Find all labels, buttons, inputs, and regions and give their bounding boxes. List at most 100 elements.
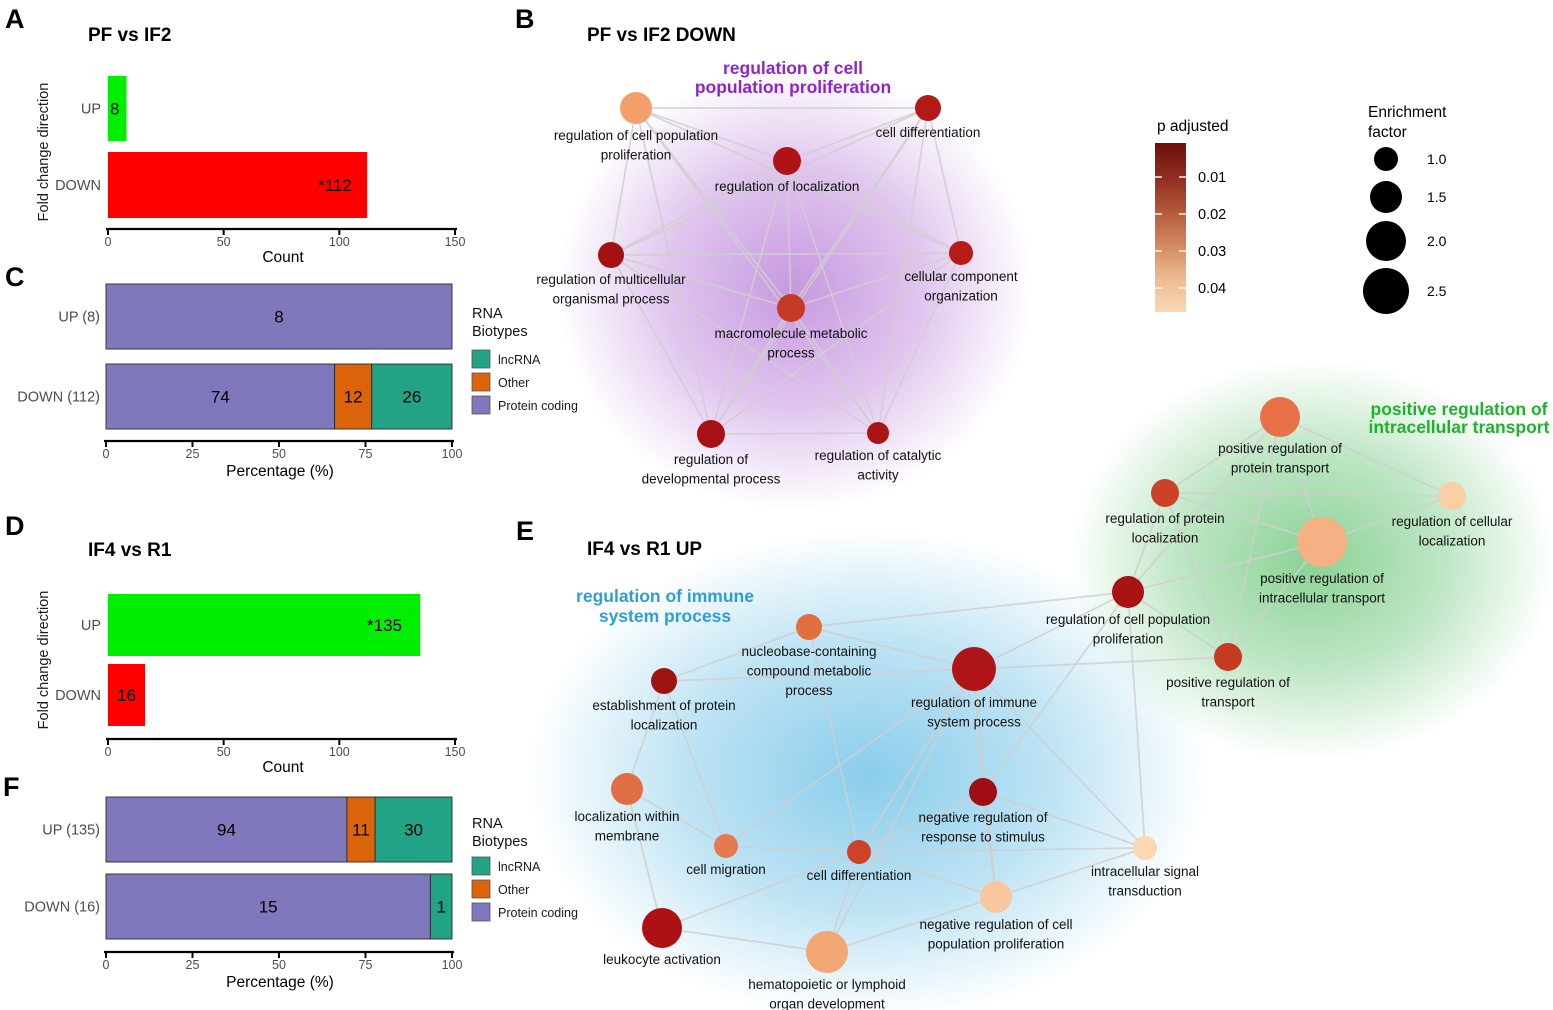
edge (710, 307, 792, 435)
edge (635, 107, 962, 254)
p-adjusted-title: p adjusted (1157, 118, 1229, 135)
node-label: cellular component (904, 269, 1018, 284)
x-tick-label: 150 (445, 745, 466, 759)
category-label: UP (135) (42, 823, 100, 839)
y-axis-label: Fold change direction (36, 83, 52, 222)
x-tick-label: 0 (105, 745, 112, 759)
node-regulation-of-developmental-process (697, 420, 725, 448)
node-label: regulation of multicellular (536, 272, 686, 287)
x-tick-label: 150 (445, 235, 466, 249)
node-regulation-of-multicellular-organismal-process (598, 242, 624, 268)
segment-protein-coding (105, 283, 453, 350)
node-label: positive regulation of (1218, 441, 1342, 456)
segment-value-label: 74 (211, 388, 230, 407)
purple-cluster-glow (557, 66, 1033, 510)
edge (927, 107, 962, 254)
segment-lncrna (371, 363, 453, 430)
node-label: localization (1132, 531, 1199, 546)
x-tick-label: 50 (217, 745, 231, 759)
bar-value-label: 8 (110, 100, 119, 119)
node-label: transport (1201, 695, 1255, 710)
legend-label-lncrna: lncRNA (498, 860, 541, 874)
edge (610, 160, 788, 256)
node-cell-differentiation (847, 840, 871, 864)
x-tick-label: 75 (359, 447, 373, 461)
edge (710, 432, 879, 435)
edge (1127, 591, 1229, 658)
edge (786, 160, 879, 434)
node-label: localization (631, 718, 698, 733)
enrichment-size-dot (1366, 221, 1406, 261)
edge (661, 851, 860, 929)
node-label: leukocyte activation (603, 952, 721, 967)
edge (663, 626, 810, 682)
node-establishment-of-protein-localization (651, 668, 677, 694)
legend-swatch-other (471, 879, 491, 899)
x-tick-label: 100 (442, 958, 463, 972)
bar-value-label: *135 (367, 616, 402, 635)
node-leukocyte-activation (642, 908, 682, 948)
node-nucleobase-containing-compound-metabolic-process (796, 614, 822, 640)
x-axis-title: Percentage (%) (226, 974, 334, 991)
x-tick-label: 50 (217, 235, 231, 249)
node-label: organization (924, 289, 998, 304)
x-tick-label: 0 (105, 235, 112, 249)
x-tick-label: 50 (272, 958, 286, 972)
segment-lncrna (374, 796, 453, 863)
edge (808, 591, 1129, 628)
edge (610, 107, 929, 256)
node-cell-differentiation (915, 95, 941, 121)
legend-label-protein-coding: Protein coding (498, 906, 578, 920)
edge (610, 254, 712, 435)
cluster-label: regulation of immune (576, 586, 754, 606)
node-label: regulation of cell population (554, 128, 718, 143)
x-tick-label: 25 (186, 958, 200, 972)
rna-biotypes-legend-title: RNA (472, 816, 503, 832)
x-tick-label: 0 (103, 447, 110, 461)
panel-c: UP (8) 8 DOWN (112) 74 12 26 0 25 50 75 100 Percent… (17, 283, 578, 480)
node-regulation-of-cellular-localization (1438, 482, 1466, 510)
edge (710, 107, 929, 435)
bar-up (108, 594, 421, 656)
enrichment-size-dot (1374, 147, 1398, 171)
node-label: compound metabolic (747, 664, 872, 679)
node-label: activity (857, 468, 899, 483)
segment-value-label: 11 (352, 821, 370, 840)
edge (663, 680, 727, 847)
edge (995, 847, 1146, 898)
bar-value-label: *112 (318, 176, 352, 195)
panel-letter-e: E (516, 516, 535, 546)
edge (786, 107, 929, 162)
p-adjusted-colorbar (1155, 143, 1186, 312)
segment-value-label: 12 (344, 388, 363, 407)
panel-b-title: PF vs IF2 DOWN (587, 25, 736, 46)
panel-letter-f: F (3, 772, 20, 802)
legend-label-other: Other (498, 376, 529, 390)
edge (877, 252, 962, 434)
node-label: negative regulation of (918, 810, 1047, 825)
node-intracellular-signal-transduction (1133, 836, 1157, 860)
panel-d: Fold change direction UP *135 DOWN 16 0 50 100 1… (36, 591, 465, 776)
node-cellular-component-organization (949, 241, 973, 265)
edge (982, 591, 1129, 793)
legend-label-lncrna: lncRNA (498, 353, 541, 367)
x-tick-label: 75 (359, 958, 373, 972)
legend-label-protein-coding: Protein coding (498, 399, 578, 413)
node-label: regulation of cellular (1392, 514, 1513, 529)
panel-letter-a: A (5, 4, 25, 34)
edge (1164, 492, 1323, 543)
legend-swatch-protein-coding (471, 902, 491, 922)
node-label: positive regulation of (1260, 571, 1384, 586)
x-axis-title: Count (262, 249, 304, 266)
enrichment-size-label: 2.5 (1427, 283, 1447, 299)
node-label: hematopoietic or lymphoid (748, 977, 906, 992)
panel-b: regulation of cell population proliferati… (536, 58, 1033, 510)
category-label: DOWN (55, 688, 101, 704)
node-label: macromolecule metabolic (714, 326, 867, 341)
node-label: transduction (1108, 884, 1182, 899)
cluster-label: intracellular transport (1369, 417, 1550, 437)
node-label: regulation of immune (911, 695, 1037, 710)
edge (635, 107, 788, 162)
rna-biotypes-legend-title: RNA (472, 306, 503, 322)
node-label: intracellular signal (1091, 864, 1199, 879)
